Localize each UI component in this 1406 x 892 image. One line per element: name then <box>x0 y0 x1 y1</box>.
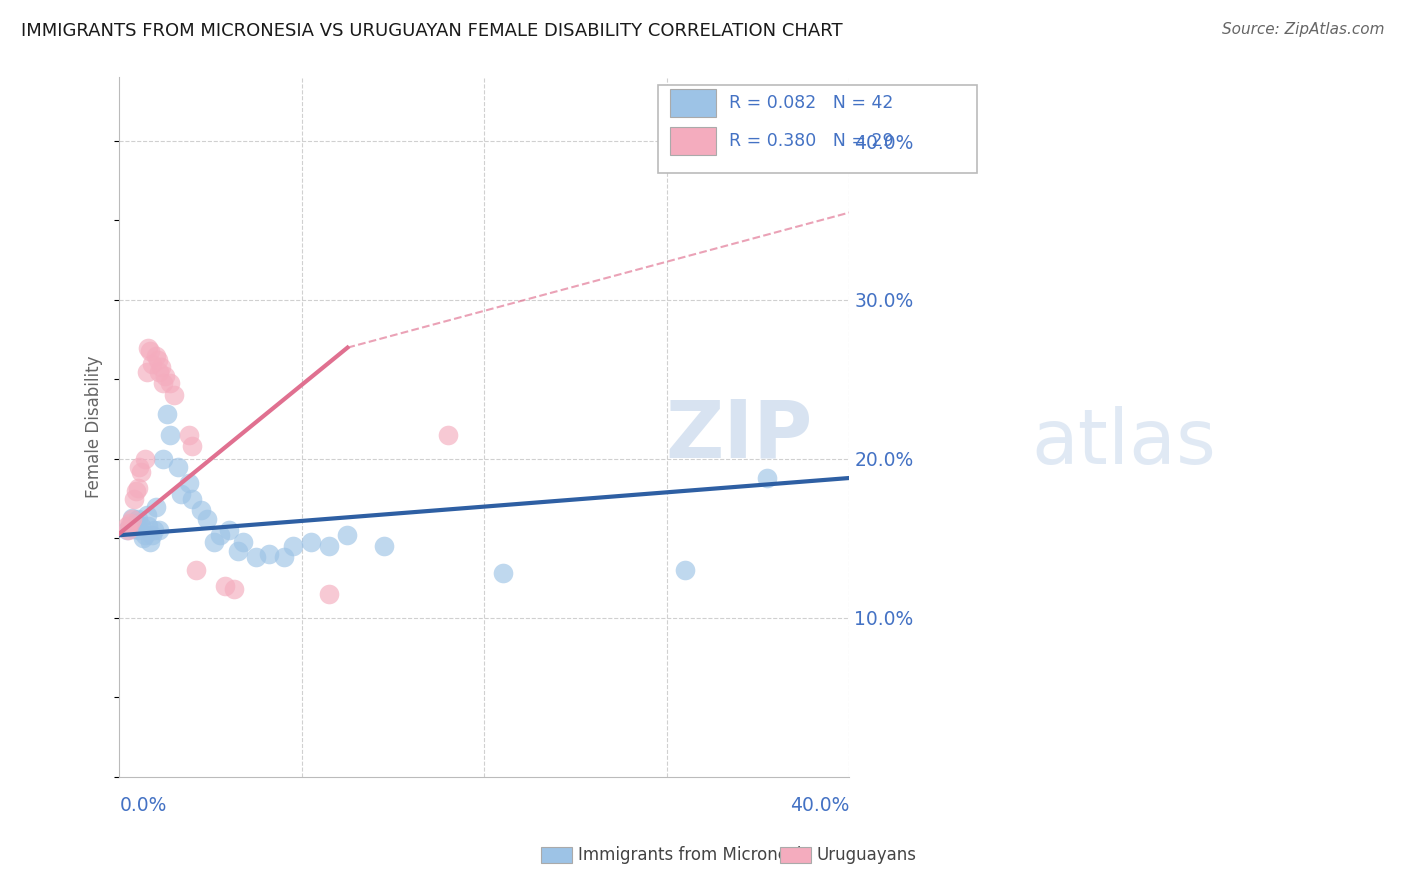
Point <box>132 532 155 546</box>
Point <box>117 524 139 538</box>
Point <box>177 475 200 490</box>
Point <box>129 518 152 533</box>
Point <box>127 512 149 526</box>
Point <box>218 524 240 538</box>
Point <box>145 349 167 363</box>
Point <box>156 408 179 422</box>
Point <box>141 357 163 371</box>
Point <box>159 428 181 442</box>
Point <box>115 524 138 538</box>
FancyBboxPatch shape <box>671 88 716 117</box>
Point <box>148 364 170 378</box>
Point <box>145 500 167 514</box>
Point <box>122 491 145 506</box>
Point <box>163 388 186 402</box>
Point <box>146 353 169 368</box>
Point <box>373 539 395 553</box>
Point <box>134 451 156 466</box>
Point <box>152 451 174 466</box>
Point <box>195 512 218 526</box>
Point <box>245 550 267 565</box>
Point <box>120 518 142 533</box>
Point <box>190 503 212 517</box>
Point <box>436 428 458 442</box>
Point <box>318 587 340 601</box>
Text: R = 0.082   N = 42: R = 0.082 N = 42 <box>728 94 893 112</box>
Point <box>673 563 696 577</box>
Text: Immigrants from Micronesia: Immigrants from Micronesia <box>578 846 811 863</box>
Point <box>336 528 359 542</box>
FancyBboxPatch shape <box>658 86 977 173</box>
Point <box>121 510 143 524</box>
Point <box>125 483 148 498</box>
Point <box>115 518 138 533</box>
Point <box>153 369 176 384</box>
Text: R = 0.380   N = 29: R = 0.380 N = 29 <box>728 132 894 150</box>
Point <box>177 428 200 442</box>
Text: ZIP: ZIP <box>665 396 813 474</box>
Point <box>129 465 152 479</box>
Point <box>181 439 204 453</box>
Text: 0.0%: 0.0% <box>120 796 167 815</box>
Point <box>491 566 513 581</box>
Point <box>208 528 231 542</box>
Point <box>125 516 148 530</box>
Point <box>181 491 204 506</box>
Text: IMMIGRANTS FROM MICRONESIA VS URUGUAYAN FEMALE DISABILITY CORRELATION CHART: IMMIGRANTS FROM MICRONESIA VS URUGUAYAN … <box>21 22 842 40</box>
Point <box>128 459 150 474</box>
Point <box>121 512 143 526</box>
FancyBboxPatch shape <box>671 127 716 155</box>
Point <box>141 528 163 542</box>
Point <box>139 534 162 549</box>
Point <box>184 563 207 577</box>
Point <box>170 487 193 501</box>
Point <box>148 524 170 538</box>
Point <box>756 471 779 485</box>
Point <box>224 582 246 597</box>
Point <box>159 376 181 390</box>
Point <box>122 522 145 536</box>
Point <box>257 547 280 561</box>
Point <box>150 359 173 374</box>
Point <box>135 508 157 522</box>
Point <box>152 376 174 390</box>
Point <box>318 539 340 553</box>
Text: atlas: atlas <box>1032 406 1216 480</box>
Point <box>299 534 322 549</box>
Point <box>139 343 162 358</box>
Point <box>127 481 149 495</box>
Point <box>232 534 254 549</box>
Point <box>128 524 150 538</box>
Point <box>166 459 188 474</box>
Y-axis label: Female Disability: Female Disability <box>86 356 103 499</box>
Point <box>214 579 236 593</box>
Text: Source: ZipAtlas.com: Source: ZipAtlas.com <box>1222 22 1385 37</box>
Point <box>273 550 295 565</box>
Point <box>202 534 225 549</box>
Point <box>135 364 157 378</box>
Point <box>142 524 165 538</box>
Point <box>134 528 156 542</box>
Point <box>138 341 160 355</box>
Text: 40.0%: 40.0% <box>790 796 849 815</box>
Point <box>138 518 160 533</box>
Point <box>226 544 249 558</box>
Text: Uruguayans: Uruguayans <box>817 846 917 863</box>
Point <box>281 539 304 553</box>
Point <box>120 516 142 530</box>
